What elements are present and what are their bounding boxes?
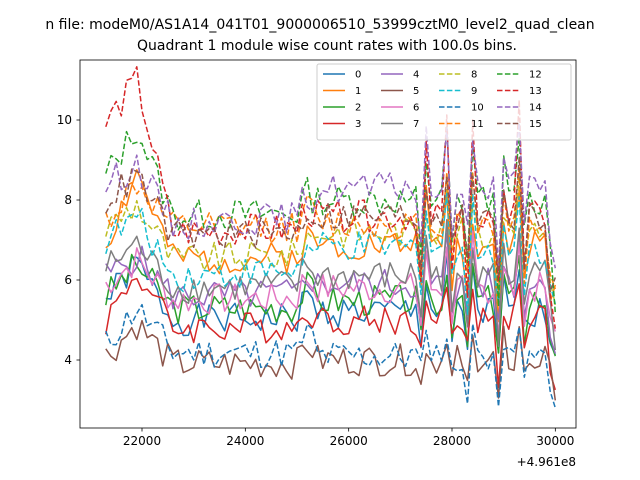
x-tick-label: 26000: [330, 434, 368, 448]
x-tick-label: 28000: [433, 434, 471, 448]
legend-label-5: 5: [413, 86, 419, 97]
y-tick-label: 4: [64, 353, 72, 367]
axes-frame: [79, 59, 577, 429]
series-line-2: [105, 253, 557, 357]
legend-box: [316, 63, 572, 141]
x-tick-label: 24000: [226, 434, 264, 448]
y-tick-label: 6: [64, 273, 72, 287]
series-line-7: [105, 218, 557, 351]
legend-label-9: 9: [471, 86, 477, 97]
series-line-3: [105, 277, 557, 391]
legend-label-13: 13: [529, 86, 542, 97]
legend-label-7: 7: [413, 119, 419, 130]
x-tick-label: 22000: [123, 434, 161, 448]
legend-label-1: 1: [355, 86, 361, 97]
legend-label-15: 15: [529, 119, 542, 130]
chart-title: Quadrant 1 module wise count rates with …: [137, 38, 517, 54]
plot-area: [105, 66, 557, 409]
series-line-8: [105, 176, 557, 305]
legend-label-6: 6: [413, 103, 419, 114]
series-line-6: [105, 230, 557, 334]
legend-label-11: 11: [471, 119, 484, 130]
legend-label-12: 12: [529, 70, 542, 81]
legend-label-3: 3: [355, 119, 361, 130]
legend-label-10: 10: [471, 103, 484, 114]
x-tick-label: 30000: [536, 434, 574, 448]
x-offset-label: +4.961e8: [517, 455, 576, 469]
series-line-15: [105, 156, 557, 293]
series-group: [105, 66, 557, 409]
series-line-0: [105, 251, 556, 356]
y-tick-label: 8: [64, 193, 72, 207]
series-line-1: [105, 169, 557, 323]
series-line-13: [105, 66, 557, 329]
series-line-11: [105, 166, 557, 294]
legend-label-14: 14: [529, 103, 542, 114]
legend-label-0: 0: [355, 70, 361, 81]
y-tick-label: 10: [57, 113, 72, 127]
series-line-10: [105, 303, 557, 409]
series-line-9: [105, 192, 557, 316]
legend-label-8: 8: [471, 70, 477, 81]
legend-label-4: 4: [413, 70, 419, 81]
figure-suptitle: n file: modeM0/AS1A14_041T01_9000006510_…: [45, 17, 594, 33]
legend-label-2: 2: [355, 103, 361, 114]
